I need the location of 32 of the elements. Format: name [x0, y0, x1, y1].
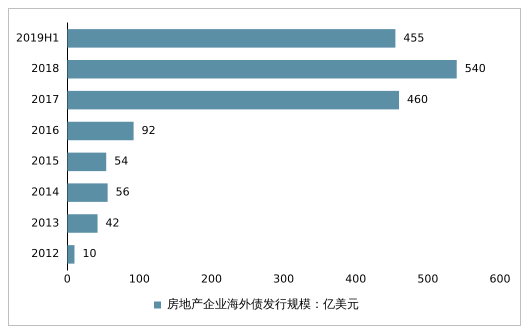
data-label: 460 [407, 92, 428, 106]
data-label: 540 [464, 62, 486, 76]
bar [67, 90, 400, 110]
x-tick-label: 0 [64, 272, 71, 286]
y-tick-label: 2014 [31, 186, 60, 199]
data-label: 10 [82, 247, 96, 260]
x-tick-label: 300 [273, 272, 294, 286]
x-tick-label: 100 [128, 272, 150, 286]
y-tick-label: 2012 [31, 247, 60, 260]
bar [67, 29, 396, 48]
y-tick-label: 2015 [31, 154, 60, 168]
y-tick-label: 2016 [31, 124, 60, 137]
data-label: 42 [106, 216, 120, 230]
bar [67, 122, 134, 140]
y-tick-label: 2018 [31, 62, 60, 76]
y-tick-label: 2019H1 [16, 31, 60, 44]
bar [67, 183, 108, 202]
x-tick-label: 600 [490, 272, 510, 286]
legend-label: 房地产企业海外债发行规模：亿美元 [167, 297, 359, 312]
x-tick-label: 400 [345, 272, 366, 286]
bar [67, 60, 457, 79]
y-tick-label: 2017 [31, 92, 60, 106]
data-label: 54 [114, 154, 128, 168]
data-label: 92 [142, 124, 156, 137]
data-label: 56 [116, 186, 130, 199]
x-tick-label: 200 [201, 272, 222, 286]
bar [67, 152, 106, 172]
x-tick-label: 500 [417, 272, 438, 286]
bar [67, 214, 98, 233]
data-label: 455 [403, 31, 424, 44]
y-tick-label: 2013 [31, 216, 60, 230]
bar [67, 245, 74, 264]
